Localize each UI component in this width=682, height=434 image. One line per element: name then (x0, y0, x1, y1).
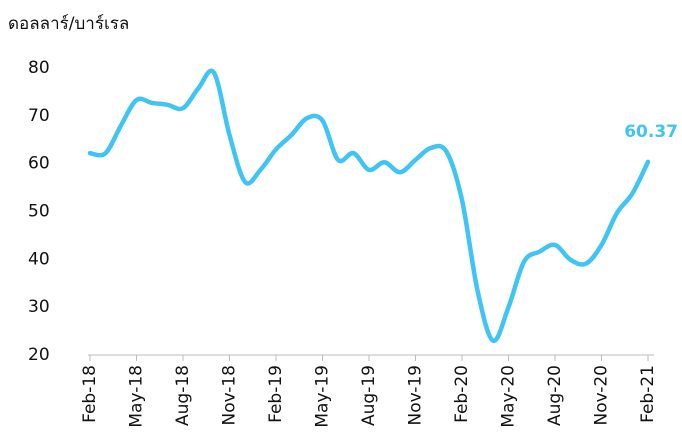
x-tick-label: May-20 (499, 365, 519, 428)
x-tick-label: Nov-18 (220, 365, 240, 426)
y-tick-label: 30 (28, 297, 50, 317)
y-tick-label: 50 (28, 202, 50, 222)
x-tick-label: Aug-20 (545, 365, 565, 426)
x-tick-label: Aug-18 (173, 365, 193, 426)
x-tick-label: Feb-19 (266, 365, 286, 423)
y-tick-label: 20 (28, 345, 50, 365)
y-axis-label: ดอลลาร์/บาร์เรล (8, 14, 129, 34)
x-tick-label: May-18 (127, 365, 147, 428)
y-tick-label: 80 (28, 58, 50, 78)
x-tick-label: Feb-21 (638, 365, 658, 423)
x-tick-label: Aug-19 (359, 365, 379, 426)
x-tick-label: Nov-20 (592, 365, 612, 426)
y-tick-label: 40 (28, 249, 50, 269)
y-tick-label: 60 (28, 154, 50, 174)
y-tick-label: 70 (28, 106, 50, 126)
x-tick-label: Feb-18 (80, 365, 100, 423)
data-label: 60.37 (624, 122, 678, 142)
x-tick-label: Feb-20 (452, 365, 472, 423)
x-tick-label: May-19 (313, 365, 333, 428)
x-tick-label: Nov-19 (406, 365, 426, 426)
line (87, 68, 651, 343)
